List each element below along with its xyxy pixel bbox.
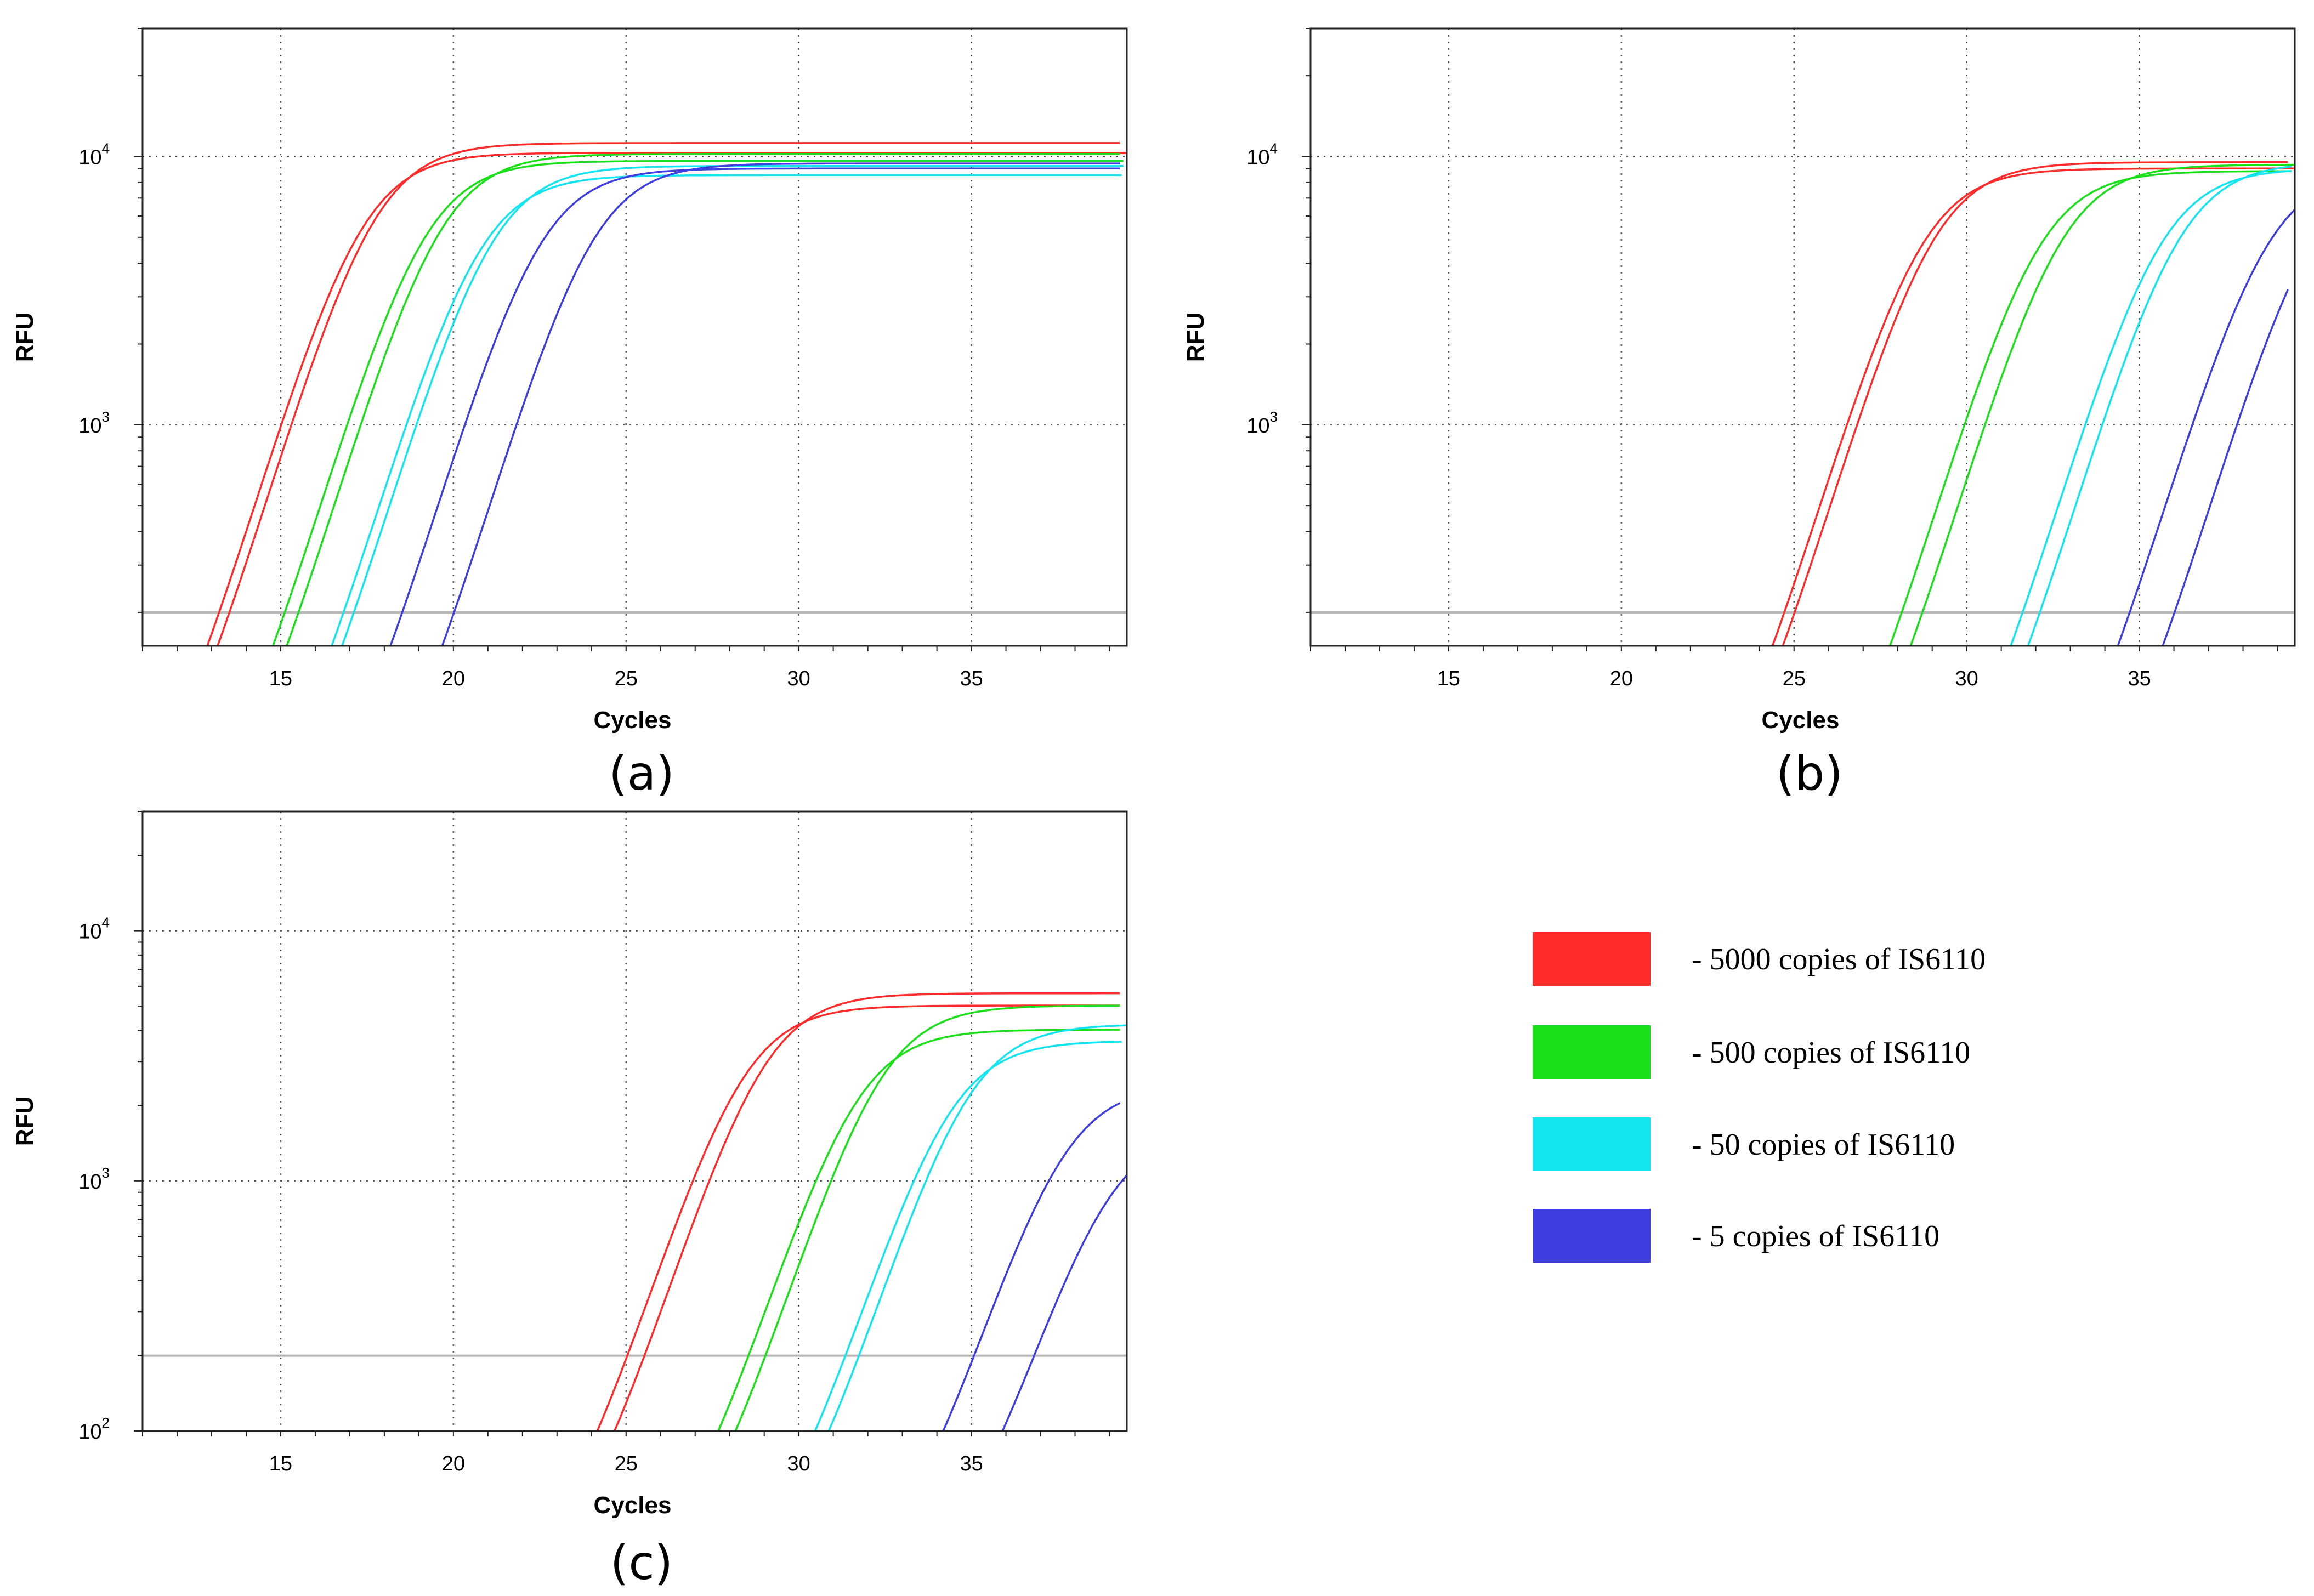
- panel-label: (c): [610, 1536, 673, 1591]
- y-tick-base: 10: [1246, 146, 1269, 169]
- curve-blue-2: [2162, 289, 2289, 646]
- y-tick-exponent: 3: [102, 408, 110, 425]
- x-tick-label: 35: [960, 667, 983, 690]
- y-tick-exponent: 4: [102, 915, 110, 931]
- curve-cyan-2: [2027, 165, 2292, 646]
- curves: [206, 142, 1127, 646]
- x-tick-label: 25: [615, 1452, 638, 1475]
- x-tick-label: 20: [442, 1452, 465, 1475]
- x-tick-label: 25: [615, 667, 638, 690]
- curve-cyan-1: [331, 174, 1122, 646]
- y-tick-exponent: 3: [102, 1165, 110, 1181]
- y-tick-base: 10: [78, 414, 101, 438]
- y-tick-exponent: 3: [1270, 408, 1278, 425]
- curve-cyan-1: [2010, 169, 2292, 646]
- x-tick-label: 20: [1610, 667, 1633, 690]
- curves: [596, 992, 1127, 1431]
- panel-label: (a): [609, 746, 674, 801]
- curve-green-1: [1888, 170, 2292, 646]
- x-tick-label: 15: [269, 667, 292, 690]
- legend-swatch-green: [1533, 1025, 1651, 1079]
- x-tick-label: 35: [2128, 667, 2151, 690]
- y-tick-label: 104: [1246, 140, 1278, 169]
- y-tick-exponent: 4: [102, 140, 110, 156]
- legend-label: - 5000 copies of IS6110: [1692, 942, 1986, 976]
- plot-frame: [141, 27, 1128, 647]
- legend-label: - 50 copies of IS6110: [1692, 1128, 1955, 1162]
- curve-green-2: [734, 1004, 1120, 1431]
- y-tick-label: 102: [78, 1415, 110, 1444]
- curve-cyan-2: [827, 1024, 1127, 1431]
- x-axis-label: Cycles: [594, 707, 672, 734]
- panel-label: (b): [1776, 746, 1843, 801]
- legend-swatch-cyan: [1533, 1117, 1651, 1171]
- y-tick-label: 103: [1246, 408, 1278, 438]
- legend: - 5000 copies of IS6110 - 500 copies of I…: [1533, 932, 1986, 1263]
- y-axis-label: RFU: [12, 1097, 38, 1146]
- legend-swatch-red: [1533, 932, 1651, 986]
- x-tick-label: 30: [787, 1452, 810, 1475]
- y-tick-base: 10: [1246, 414, 1269, 438]
- legend-swatch-blue: [1533, 1209, 1651, 1263]
- curve-red-2: [1782, 161, 2288, 646]
- x-tick-label: 25: [1783, 667, 1806, 690]
- x-axis-label: Cycles: [1762, 707, 1840, 734]
- curve-green-1: [271, 160, 1124, 646]
- curve-green-1: [717, 1029, 1120, 1431]
- curve-green-2: [1909, 163, 2295, 646]
- x-tick-label: 30: [787, 667, 810, 690]
- curve-green-2: [286, 152, 1120, 646]
- curve-red-1: [1771, 167, 2295, 646]
- y-tick-base: 10: [78, 146, 101, 169]
- curve-blue-1: [389, 167, 1120, 646]
- curve-cyan-2: [341, 164, 1124, 646]
- y-tick-label: 103: [78, 1165, 110, 1194]
- y-tick-label: 103: [78, 408, 110, 438]
- y-tick-exponent: 2: [102, 1415, 110, 1431]
- y-axis-label: RFU: [12, 313, 38, 362]
- x-axis-label: Cycles: [594, 1492, 672, 1519]
- curve-blue-1: [942, 1102, 1121, 1431]
- x-tick-label: 35: [960, 1452, 983, 1475]
- x-tick-label: 15: [269, 1452, 292, 1475]
- curve-red-1: [206, 151, 1127, 646]
- plot-frame: [1309, 27, 2296, 647]
- curve-red-1: [596, 1004, 1120, 1431]
- plot-frame: [141, 810, 1128, 1432]
- y-axis-label: RFU: [1182, 313, 1209, 362]
- y-tick-base: 10: [78, 1171, 101, 1194]
- legend-label: - 5 copies of IS6110: [1692, 1219, 1939, 1253]
- x-tick-label: 30: [1955, 667, 1978, 690]
- curve-red-2: [613, 992, 1120, 1431]
- curve-blue-2: [1001, 1174, 1127, 1431]
- legend-label: - 500 copies of IS6110: [1692, 1036, 1970, 1070]
- y-tick-base: 10: [78, 921, 101, 944]
- curve-blue-1: [2117, 208, 2295, 646]
- y-tick-base: 10: [78, 1421, 101, 1444]
- curve-red-2: [217, 142, 1120, 646]
- curve-cyan-1: [814, 1041, 1122, 1431]
- y-tick-exponent: 4: [1270, 140, 1278, 156]
- curves: [1771, 161, 2295, 646]
- x-tick-label: 20: [442, 667, 465, 690]
- x-tick-label: 15: [1437, 667, 1460, 690]
- y-tick-label: 104: [78, 915, 110, 944]
- curve-blue-2: [441, 162, 1120, 646]
- y-tick-label: 104: [78, 140, 110, 169]
